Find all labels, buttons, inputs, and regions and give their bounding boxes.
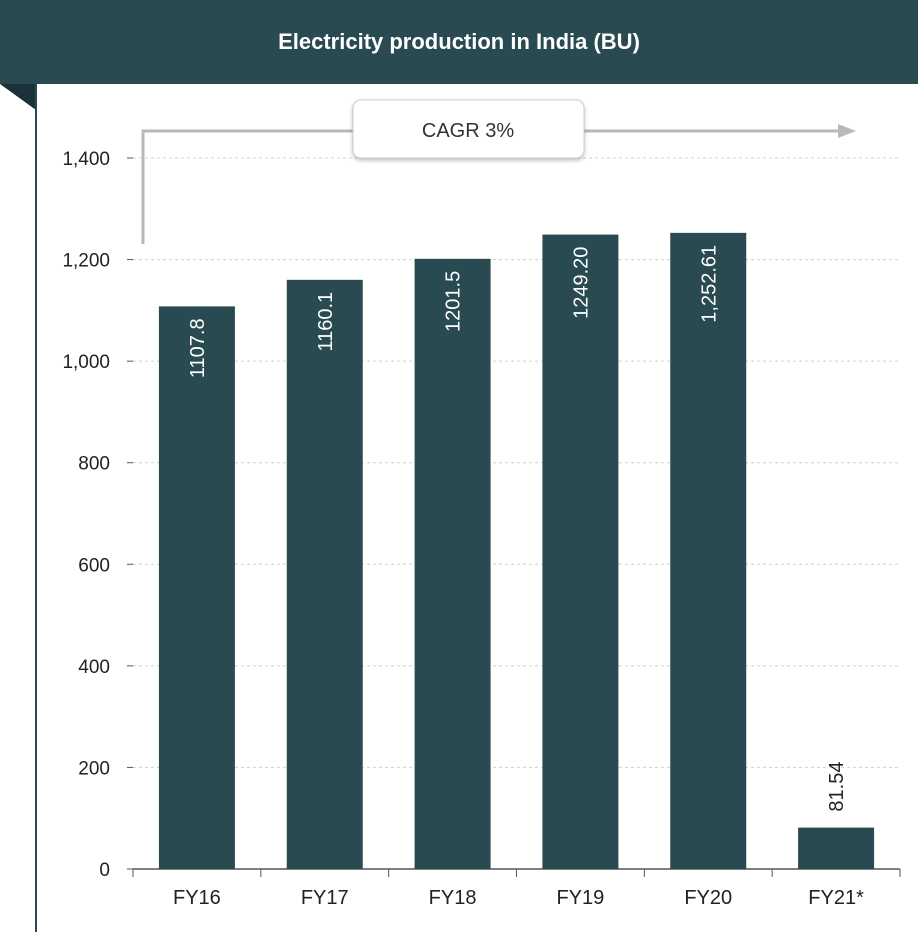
labels: FY16 1107.8 FY17 1160.1 FY18 1201.5 FY19 1249.2… (173, 245, 864, 909)
chart-title-banner: Electricity production in India (BU) (0, 0, 918, 84)
left-border-line (35, 84, 37, 932)
y-tick-label: 1,000 (62, 352, 110, 373)
bar (542, 234, 619, 870)
bar (286, 279, 363, 869)
chart-title: Electricity production in India (BU) (278, 29, 640, 54)
bar (414, 258, 491, 869)
data-label: 1249.20 (570, 247, 592, 319)
x-tick-label: FY19 (557, 887, 605, 909)
y-tick-label: 800 (78, 454, 110, 475)
y-tick-label: 1,200 (62, 251, 110, 272)
data-label: 1,252.61 (698, 245, 720, 323)
bar (670, 232, 747, 870)
y-tick-label: 600 (78, 555, 110, 576)
bars (158, 232, 875, 870)
y-tick-label: 400 (78, 657, 110, 678)
x-tick-label: FY18 (429, 887, 477, 909)
cagr-label: CAGR 3% (422, 120, 514, 142)
cagr-annotation: CAGR 3% (141, 99, 856, 244)
banner-fold-corner (0, 84, 36, 110)
cagr-arrow-line (141, 129, 842, 244)
x-tick-label: FY20 (684, 887, 732, 909)
cagr-arrow-head (838, 124, 856, 138)
gridlines (133, 157, 900, 768)
y-tick-label: 1,400 (62, 149, 110, 170)
x-tick-label: FY16 (173, 887, 221, 909)
bar (158, 306, 235, 869)
cagr-box (352, 99, 585, 159)
axes: 0 200 400 600 800 1,000 1,200 1,400 (62, 149, 901, 881)
y-tick-label: 0 (99, 860, 110, 881)
y-tick-label: 200 (78, 758, 110, 779)
x-tick-label: FY17 (301, 887, 349, 909)
x-tick-label: FY21* (808, 887, 864, 909)
bar (798, 827, 875, 869)
data-label: 81.54 (826, 762, 848, 812)
data-label: 1107.8 (187, 318, 209, 378)
data-label: 1160.1 (315, 292, 337, 352)
data-label: 1201.5 (443, 271, 465, 332)
